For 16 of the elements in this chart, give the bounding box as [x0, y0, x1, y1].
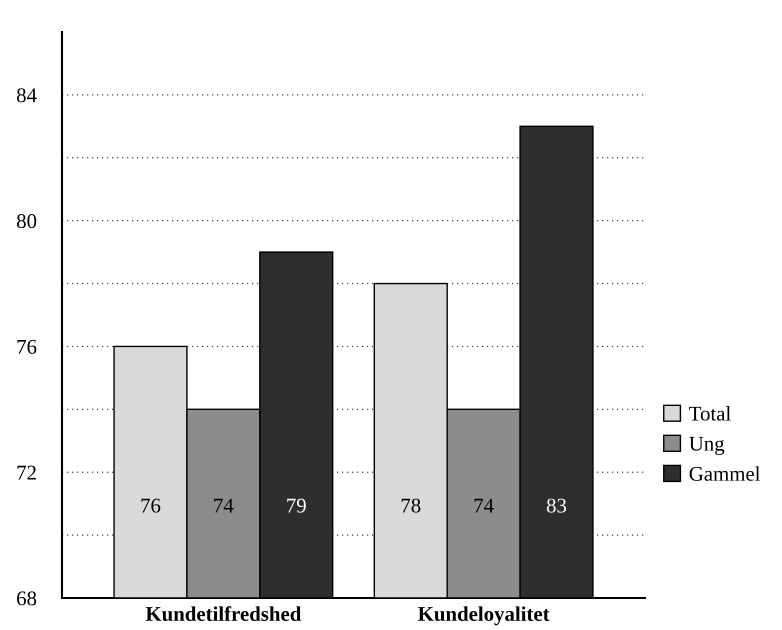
y-tick-label: 76: [18, 340, 36, 354]
y-tick-label: 84: [16, 88, 37, 102]
data-label: 78: [402, 498, 420, 513]
x-tick-label: Kundetilfredshed: [146, 606, 302, 622]
data-label: 79: [287, 498, 306, 513]
y-tick-label: 68: [17, 591, 36, 606]
y-tick-label: 80: [16, 214, 36, 228]
data-label: 83: [546, 498, 566, 513]
data-label: 74: [214, 498, 234, 512]
legend-label: Gammel: [690, 466, 760, 481]
x-tick-label: Kundeloyalitet: [418, 606, 550, 626]
y-tick-label: 72: [18, 466, 36, 480]
data-label: 74: [474, 498, 494, 512]
legend-label: Total: [689, 406, 731, 421]
data-label: 76: [141, 498, 160, 513]
legend-label: Ung: [689, 436, 724, 456]
